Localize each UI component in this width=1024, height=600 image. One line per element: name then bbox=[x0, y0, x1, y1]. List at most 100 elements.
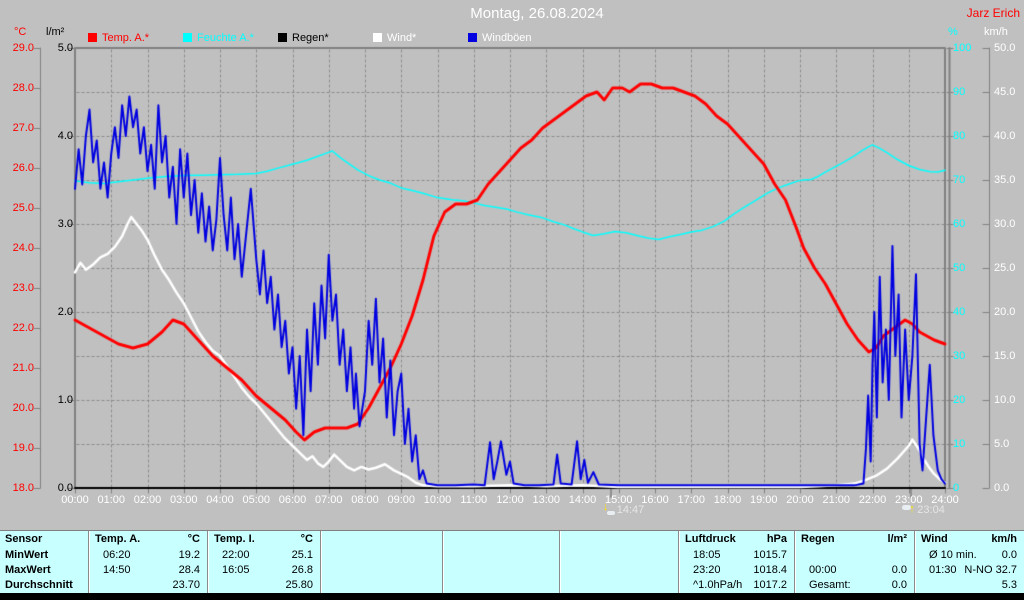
marker-time-label: 14:47 bbox=[616, 504, 645, 516]
wind-axis-tick-label: 10.0 bbox=[994, 394, 1016, 406]
temp-axis-tick-label: 23.0 bbox=[12, 282, 34, 294]
wind-axis-tick-label: 25.0 bbox=[994, 262, 1016, 274]
humidity-axis-tick-label: 60 bbox=[953, 218, 966, 230]
wind-axis-tick-label: 5.0 bbox=[994, 438, 1010, 450]
x-axis-tick-label: 10:00 bbox=[423, 494, 452, 506]
table-value-cell bbox=[442, 577, 559, 593]
humidity-axis-tick-label: 10 bbox=[953, 438, 966, 450]
x-axis-tick-label: 08:00 bbox=[351, 494, 379, 506]
table-value-cell: 23:20 1018.4 bbox=[678, 562, 794, 577]
temp-axis-tick-label: 24.0 bbox=[12, 242, 34, 254]
cloud-yellow-arrow-up-icon: ↑ bbox=[902, 504, 916, 517]
yellow-arrow-down-cloud-icon: ↓ bbox=[603, 502, 616, 517]
temp-axis-tick-label: 28.0 bbox=[12, 82, 34, 94]
table-col-header bbox=[320, 531, 442, 547]
table-col-header: Wind km/h bbox=[914, 531, 1024, 547]
wind-axis-tick-label: 50.0 bbox=[994, 42, 1016, 54]
x-axis-tick-label: 03:00 bbox=[169, 494, 198, 506]
table-value-cell: 00:00 0.0 bbox=[794, 562, 914, 577]
temp-axis-tick-label: 25.0 bbox=[12, 202, 34, 214]
table-col-header: Regen l/m² bbox=[794, 531, 914, 547]
x-axis-tick-label: 00:00 bbox=[61, 494, 89, 506]
humidity-axis-tick-label: 0 bbox=[953, 482, 960, 494]
table-row-label: Durchschnitt bbox=[5, 579, 73, 591]
x-axis-tick-label: 09:00 bbox=[387, 494, 416, 506]
table-col-header: Luftdruck hPa bbox=[678, 531, 794, 547]
x-axis-tick-label: 18:00 bbox=[713, 494, 742, 506]
table-value-cell: 25.80 bbox=[207, 577, 320, 593]
stats-table: Sensor MinWert MaxWert Durchschnitt Temp. A.… bbox=[0, 530, 1024, 594]
table-value-cell: 5.3 bbox=[914, 577, 1024, 593]
table-row-label: Sensor bbox=[5, 533, 43, 545]
x-axis-tick-label: 02:00 bbox=[133, 494, 162, 506]
table-value-cell bbox=[559, 577, 678, 593]
x-axis-tick-label: 13:00 bbox=[532, 494, 561, 506]
table-value-cell: 23.70 bbox=[88, 577, 207, 593]
table-col-header bbox=[559, 531, 678, 547]
wind-axis-tick-label: 15.0 bbox=[994, 350, 1016, 362]
rain-axis-tick-label: 5.0 bbox=[57, 42, 73, 54]
table-value-cell bbox=[320, 547, 442, 562]
table-value-cell: 22:00 25.1 bbox=[207, 547, 320, 562]
table-value-cell: Gesamt: 0.0 bbox=[794, 577, 914, 593]
x-axis-tick-label: 07:00 bbox=[314, 494, 343, 506]
humidity-axis-tick-label: 90 bbox=[953, 86, 966, 98]
x-axis-tick-label: 06:00 bbox=[278, 494, 307, 506]
temp-axis-tick-label: 26.0 bbox=[12, 162, 34, 174]
table-col-header: Temp. A. °C bbox=[88, 531, 207, 547]
table-value-cell bbox=[794, 547, 914, 562]
rain-axis-tick-label: 2.0 bbox=[57, 306, 73, 318]
x-axis-tick-label: 24:00 bbox=[931, 494, 959, 506]
time-marker-afternoon: ↓ 14:47 bbox=[603, 502, 645, 517]
table-value-cell bbox=[442, 547, 559, 562]
rain-axis-tick-label: 3.0 bbox=[57, 218, 73, 230]
humidity-axis-tick-label: 20 bbox=[953, 394, 966, 406]
x-axis-tick-label: 05:00 bbox=[242, 494, 271, 506]
x-axis-tick-label: 14:00 bbox=[568, 494, 597, 506]
temp-axis-tick-label: 27.0 bbox=[12, 122, 34, 134]
x-axis-tick-label: 04:00 bbox=[206, 494, 234, 506]
table-value-cell: 18:05 1015.7 bbox=[678, 547, 794, 562]
x-axis-tick-label: 01:00 bbox=[97, 494, 126, 506]
table-col-header bbox=[442, 531, 559, 547]
wind-axis-tick-label: 35.0 bbox=[994, 174, 1016, 186]
footer-bar bbox=[0, 593, 1024, 600]
x-axis-tick-label: 19:00 bbox=[749, 494, 778, 506]
wind-axis-tick-label: 30.0 bbox=[994, 218, 1016, 230]
temp-axis-tick-label: 21.0 bbox=[12, 362, 34, 374]
humidity-axis-tick-label: 100 bbox=[953, 42, 972, 54]
temp-axis-tick-label: 19.0 bbox=[12, 442, 34, 454]
wind-axis-tick-label: 40.0 bbox=[994, 130, 1016, 142]
x-axis-tick-label: 23:00 bbox=[894, 494, 923, 506]
table-value-cell: 06:20 19.2 bbox=[88, 547, 207, 562]
x-axis-tick-label: 15:00 bbox=[604, 494, 633, 506]
rain-axis-tick-label: 4.0 bbox=[57, 130, 73, 142]
wind-axis-tick-label: 20.0 bbox=[994, 306, 1016, 318]
humidity-axis-tick-label: 30 bbox=[953, 350, 966, 362]
temp-axis-tick-label: 18.0 bbox=[12, 482, 34, 494]
temp-axis-tick-label: 22.0 bbox=[12, 322, 34, 334]
rain-axis-tick-label: 0.0 bbox=[57, 482, 73, 494]
temp-axis-tick-label: 29.0 bbox=[12, 42, 34, 54]
rain-axis-tick-label: 1.0 bbox=[57, 394, 73, 406]
table-value-cell bbox=[320, 562, 442, 577]
table-col-header: Temp. I. °C bbox=[207, 531, 320, 547]
x-axis-tick-label: 11:00 bbox=[460, 494, 488, 506]
wind-axis-tick-label: 45.0 bbox=[994, 86, 1016, 98]
x-axis-tick-label: 12:00 bbox=[496, 494, 524, 506]
table-value-cell bbox=[559, 547, 678, 562]
marker-time-label: 23:04 bbox=[917, 504, 945, 516]
x-axis-tick-label: 20:00 bbox=[786, 494, 814, 506]
temp-axis-tick-label: 20.0 bbox=[12, 402, 34, 414]
humidity-axis-tick-label: 50 bbox=[953, 262, 966, 274]
table-value-cell: 01:30 N-NO 32.7 bbox=[914, 562, 1024, 577]
wind-axis-tick-label: 0.0 bbox=[994, 482, 1010, 494]
table-value-cell bbox=[320, 577, 442, 593]
table-value-cell bbox=[442, 562, 559, 577]
x-axis-tick-label: 21:00 bbox=[822, 494, 851, 506]
humidity-axis-tick-label: 70 bbox=[953, 174, 966, 186]
table-value-cell: 14:50 28.4 bbox=[88, 562, 207, 577]
table-row-label: MaxWert bbox=[5, 563, 51, 576]
table-value-cell: Ø 10 min. 0.0 bbox=[914, 547, 1024, 562]
